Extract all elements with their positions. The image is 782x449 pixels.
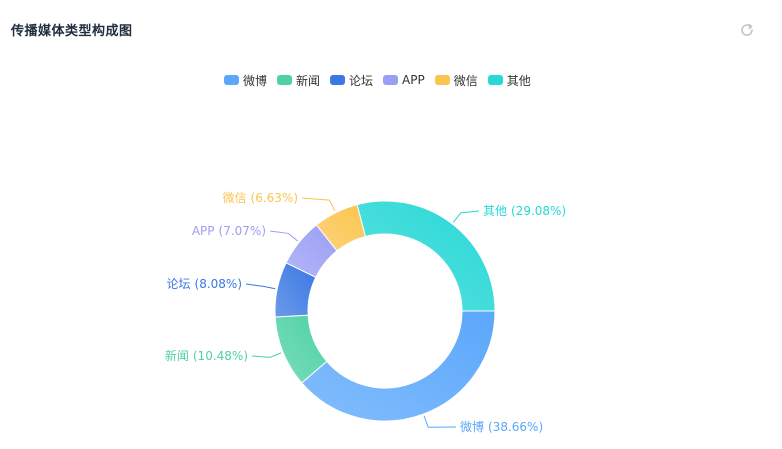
label-leader-line	[245, 283, 276, 290]
refresh-icon[interactable]	[739, 22, 755, 38]
donut-slice[interactable]	[301, 310, 496, 422]
legend-label: 论坛	[349, 73, 374, 88]
slice-label-value: (6.63%)	[251, 191, 298, 205]
label-leader-line	[453, 210, 480, 223]
label-leader-line	[269, 230, 298, 242]
slice-label-name: 微博	[460, 419, 484, 434]
slice-label-name: 微信	[223, 191, 247, 205]
slice-label-value: (7.07%)	[219, 224, 266, 238]
slice-label: 其他 (29.08%)	[483, 204, 566, 218]
legend-item[interactable]: 新闻	[277, 72, 320, 89]
slice-label-name: APP	[192, 224, 215, 238]
legend-label: 其他	[506, 73, 531, 88]
legend-item[interactable]: 微博	[224, 72, 267, 89]
legend-label: 微信	[453, 73, 478, 88]
legend-item[interactable]: 其他	[487, 72, 531, 89]
slice-label-value: (10.48%)	[193, 349, 248, 363]
legend-swatch	[224, 75, 239, 85]
label-leader-line	[301, 197, 336, 212]
slice-label-name: 新闻	[165, 348, 189, 363]
legend-label: 微博	[243, 73, 268, 88]
slice-label: 微博 (38.66%)	[460, 419, 543, 434]
chart-title: 传播媒体类型构成图	[11, 24, 133, 39]
slice-label-value: (38.66%)	[488, 420, 543, 434]
slice-label: 微信 (6.63%)	[223, 191, 299, 205]
legend: 微博 新闻 论坛 APP 微信 其他	[224, 71, 541, 89]
donut-slice[interactable]	[356, 200, 496, 312]
slice-label: 论坛 (8.08%)	[167, 277, 243, 291]
slice-label-value: (29.08%)	[511, 204, 566, 218]
legend-swatch	[330, 75, 346, 85]
legend-label: 新闻	[296, 73, 321, 88]
legend-swatch	[434, 75, 450, 85]
slice-label: APP (7.07%)	[192, 224, 266, 238]
legend-item[interactable]: APP	[383, 73, 425, 87]
legend-swatch	[277, 75, 293, 85]
slice-label-name: 其他	[483, 204, 507, 218]
label-leader-line	[251, 352, 282, 358]
slice-label-name: 论坛	[167, 277, 191, 291]
legend-label: APP	[402, 73, 425, 87]
slice-label: 新闻 (10.48%)	[165, 348, 248, 363]
slice-label-value: (8.08%)	[195, 277, 242, 291]
legend-swatch	[383, 75, 399, 85]
label-leader-line	[423, 415, 457, 428]
legend-swatch	[487, 75, 503, 85]
legend-item[interactable]: 微信	[434, 72, 478, 89]
legend-item[interactable]: 论坛	[330, 72, 373, 89]
